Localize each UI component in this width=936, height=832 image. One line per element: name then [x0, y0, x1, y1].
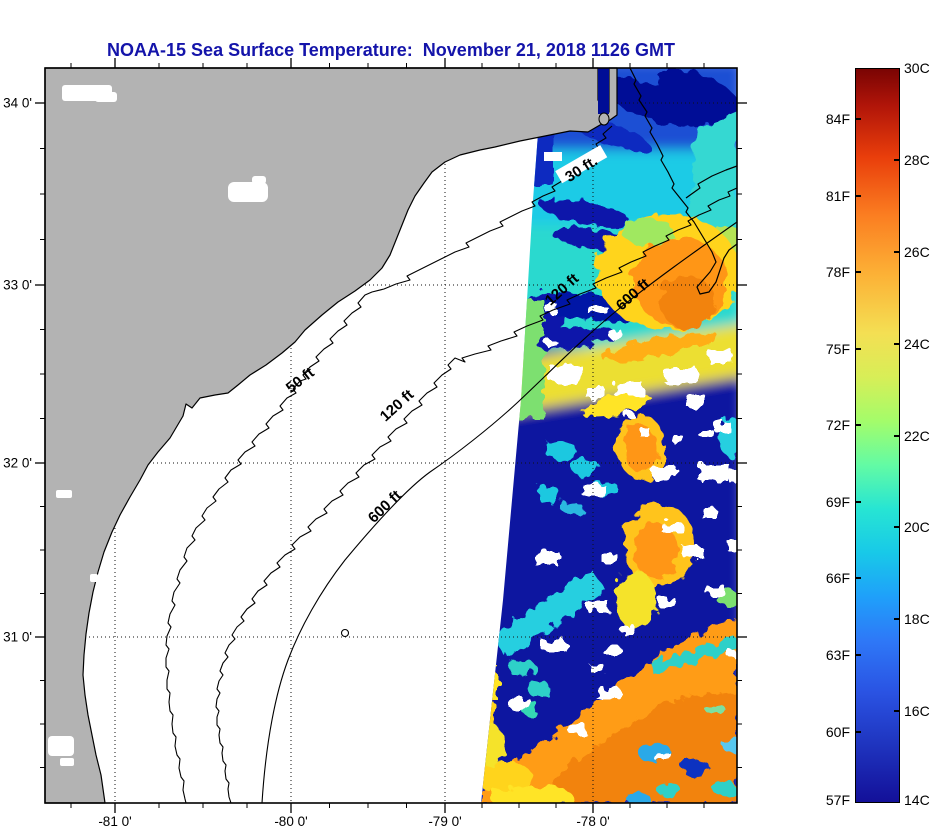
colorbar-celsius-label: 30C	[904, 60, 930, 76]
colorbar-tick	[856, 347, 861, 350]
station-marker	[340, 628, 350, 638]
lon-tick-label: -80 0'	[274, 814, 307, 829]
colorbar-tick	[894, 158, 899, 161]
colorbar-fahrenheit-label: 75F	[825, 340, 850, 357]
sst-features	[481, 69, 737, 803]
lat-tick-label: 31 0'	[3, 630, 32, 645]
colorbar-tick	[856, 118, 861, 121]
colorbar	[855, 68, 900, 803]
colorbar-tick	[894, 710, 899, 713]
colorbar-fahrenheit-label: 60F	[825, 723, 850, 740]
colorbar-celsius-label: 16C	[904, 703, 930, 720]
land-mass	[44, 67, 618, 804]
river-mouth-island	[598, 112, 610, 126]
colorbar-fahrenheit-label: 66F	[825, 570, 850, 587]
sst-swath	[481, 68, 737, 803]
plot-frame	[44, 67, 738, 804]
river-inlet	[598, 68, 609, 114]
colorbar-tick	[856, 730, 861, 733]
colorbar-celsius-label: 28C	[904, 151, 930, 168]
colorbar-fahrenheit-label: 63F	[825, 646, 850, 663]
lon-tick-label: -78 0'	[576, 814, 609, 829]
lon-tick-label: -79 0'	[428, 814, 461, 829]
colorbar-tick	[894, 434, 899, 437]
colorbar-fahrenheit-label: 78F	[825, 264, 850, 281]
colorbar-tick	[894, 618, 899, 621]
colorbar-fahrenheit-label: 81F	[825, 187, 850, 204]
page-title: NOAA-15 Sea Surface Temperature: Novembe…	[107, 40, 675, 60]
colorbar-celsius-label: 26C	[904, 243, 930, 260]
colorbar-celsius-label: 24C	[904, 335, 930, 352]
cloud-patches	[510, 305, 737, 762]
coastline-northeast	[629, 67, 738, 295]
colorbar-celsius-label: 14C	[904, 792, 930, 808]
colorbar-celsius-label: 20C	[904, 519, 930, 536]
colorbar-tick	[894, 342, 899, 345]
colorbar-fahrenheit-label: 57F	[825, 792, 850, 808]
lat-tick-label: 32 0'	[3, 456, 32, 471]
colorbar-fahrenheit-label: 84F	[825, 111, 850, 128]
label-backing	[544, 145, 608, 184]
colorbar-tick	[856, 424, 861, 427]
axis-ticks	[35, 58, 747, 813]
lon-tick-label: -81 0'	[98, 814, 131, 829]
colorbar-fahrenheit-label: 69F	[825, 493, 850, 510]
colorbar-tick	[856, 271, 861, 274]
colorbar-tick	[856, 653, 861, 656]
axis-labels: -81 0' -80 0' -79 0' -78 0' 34 0' 33 0' 32 0' 3…	[3, 96, 610, 830]
contour-30-50ft	[165, 125, 613, 804]
colorbar-tick	[856, 577, 861, 580]
colorbar-tick	[894, 250, 899, 253]
colorbar-celsius-label: 22C	[904, 427, 930, 444]
colorbar-tick	[894, 526, 899, 529]
colorbar-celsius-label: 18C	[904, 611, 930, 628]
lat-tick-label: 34 0'	[3, 96, 32, 111]
colorbar-tick	[856, 500, 861, 503]
contour-600ft	[261, 221, 738, 804]
lat-tick-label: 33 0'	[3, 278, 32, 293]
depth-contours	[165, 125, 738, 804]
contour-120ft	[215, 187, 738, 804]
inland-lakes	[48, 85, 268, 766]
graticule	[45, 68, 737, 803]
colorbar-tick	[856, 194, 861, 197]
colorbar-fahrenheit-label: 72F	[825, 417, 850, 434]
